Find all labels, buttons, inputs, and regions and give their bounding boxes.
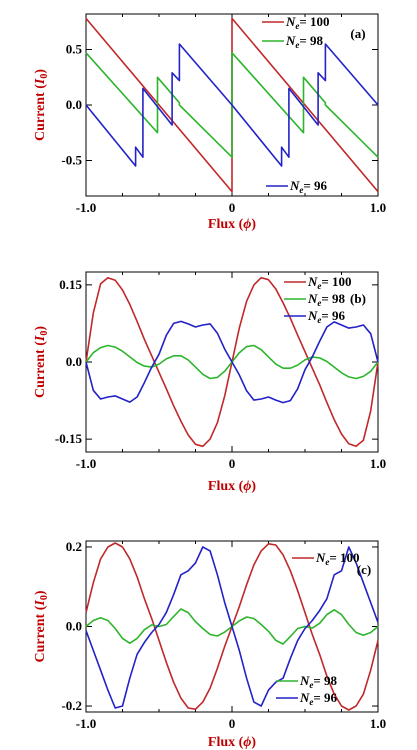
legend-var: N — [299, 690, 310, 705]
y-tick-label: 0.0 — [66, 97, 82, 112]
legend-eq: = 98 — [313, 673, 337, 688]
legend-eq: = 100 — [299, 14, 329, 29]
panel-label: (a) — [350, 26, 365, 41]
legend-entry: Ne= 100 — [307, 274, 352, 291]
legend-entry: Ne= 100 — [315, 550, 360, 567]
x-tick-label: -1.0 — [76, 200, 97, 215]
x-axis-title: Flux (ϕ) — [208, 479, 257, 494]
y-axis-title-sub: 0 — [39, 595, 50, 600]
series-line-3 — [85, 546, 379, 709]
legend-sub: e — [325, 557, 329, 567]
y-axis-title-symbol: I — [33, 78, 48, 85]
x-axis-title-symbol: ϕ — [243, 217, 251, 232]
y-axis-title-symbol: I — [33, 335, 48, 342]
x-tick-label: -1.0 — [76, 716, 97, 731]
y-tick-label: -0.15 — [55, 431, 83, 446]
legend-eq: = 96 — [321, 308, 345, 323]
y-axis-title-text: Current ( — [33, 341, 48, 398]
x-axis-title-symbol: ϕ — [243, 479, 251, 494]
x-axis-title: Flux (ϕ) — [208, 217, 257, 232]
legend-eq: = 96 — [303, 178, 327, 193]
y-axis-title-close: ) — [33, 69, 48, 74]
x-tick-label: 0 — [229, 200, 236, 215]
panel-label: (c) — [357, 562, 371, 577]
y-axis-title-text: Current ( — [33, 605, 48, 662]
y-tick-label: 0.0 — [66, 354, 82, 369]
series-line-3 — [85, 320, 379, 404]
x-axis-title-text: Flux ( — [208, 217, 244, 232]
series-line-3 — [85, 43, 379, 167]
legend-entry: Ne= 98 — [285, 33, 324, 50]
legend-eq: = 98 — [299, 33, 323, 48]
x-axis-title-symbol: ϕ — [243, 735, 251, 750]
legend-sub: e — [317, 315, 321, 325]
legend-sub: e — [309, 680, 313, 690]
legend-var: N — [299, 673, 310, 688]
y-tick-label: 0.0 — [66, 619, 82, 634]
y-axis-title: Current (I0) — [33, 69, 50, 141]
legend-var: N — [289, 178, 300, 193]
x-tick-label: 1.0 — [370, 200, 386, 215]
x-tick-label: -1.0 — [76, 456, 97, 471]
legend-sub: e — [299, 185, 303, 195]
x-axis-title-close: ) — [251, 735, 256, 750]
x-axis-title-close: ) — [251, 217, 256, 232]
y-axis-title-sub: 0 — [39, 74, 50, 79]
x-axis-title-close: ) — [251, 479, 256, 494]
x-axis-title: Flux (ϕ) — [208, 735, 257, 750]
y-axis-title: Current (I0) — [33, 590, 50, 662]
y-axis-title-close: ) — [33, 590, 48, 595]
legend-sub: e — [295, 40, 299, 50]
legend-var: N — [285, 14, 296, 29]
x-axis-title-text: Flux ( — [208, 735, 244, 750]
legend-sub: e — [317, 281, 321, 291]
legend-eq: = 98 — [321, 291, 345, 306]
legend-var: N — [285, 33, 296, 48]
y-tick-label: 0.15 — [59, 277, 82, 292]
legend-var: N — [307, 308, 318, 323]
legend-entry: Ne= 96 — [299, 690, 338, 707]
legend-var: N — [307, 291, 318, 306]
y-axis-title-text: Current ( — [33, 84, 48, 141]
panel-label: (b) — [350, 291, 366, 306]
y-tick-label: 0.5 — [66, 42, 83, 57]
x-tick-label: 1.0 — [370, 716, 386, 731]
legend-var: N — [315, 550, 326, 565]
y-axis-title: Current (I0) — [33, 326, 50, 398]
legend-eq: = 96 — [313, 690, 337, 705]
x-tick-label: 1.0 — [370, 456, 386, 471]
legend-entry: Ne= 96 — [307, 308, 346, 325]
y-axis-title-close: ) — [33, 326, 48, 331]
y-tick-label: -0.2 — [61, 698, 82, 713]
legend-entry: Ne= 98 — [299, 673, 338, 690]
legend-entry: Ne= 98 — [307, 291, 346, 308]
y-tick-label: 0.2 — [66, 539, 82, 554]
y-axis-title-symbol: I — [33, 600, 48, 607]
legend-sub: e — [295, 21, 299, 31]
legend-eq: = 100 — [321, 274, 351, 289]
x-tick-label: 0 — [229, 716, 236, 731]
y-tick-label: -0.5 — [61, 152, 82, 167]
legend-var: N — [307, 274, 318, 289]
x-tick-label: 0 — [229, 456, 236, 471]
legend-sub: e — [317, 298, 321, 308]
x-axis-title-text: Flux ( — [208, 479, 244, 494]
legend-eq: = 100 — [329, 550, 359, 565]
legend-sub: e — [309, 697, 313, 707]
legend-entry: Ne= 96 — [289, 178, 328, 195]
legend-entry: Ne= 100 — [285, 14, 330, 31]
y-axis-title-sub: 0 — [39, 331, 50, 336]
